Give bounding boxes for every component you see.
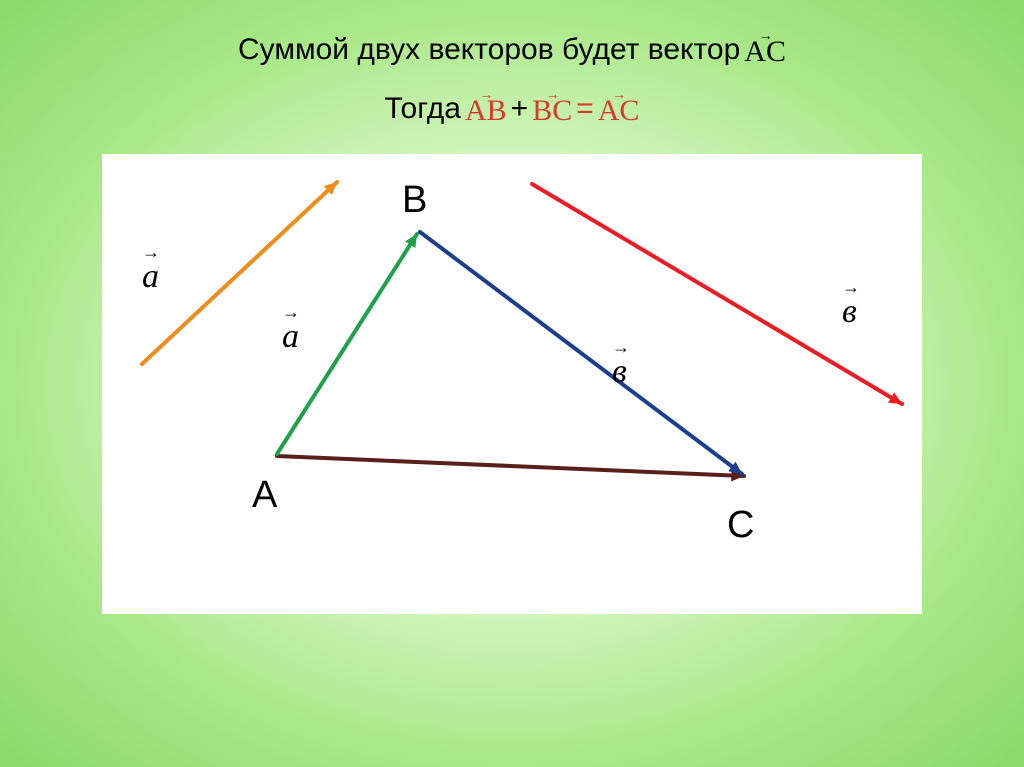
vector-ac-title: → AC bbox=[744, 32, 786, 67]
diagram-svg bbox=[102, 154, 922, 614]
vector-bc: → BC bbox=[532, 91, 572, 126]
label-a-left: →a bbox=[142, 249, 160, 296]
point-label-b: B bbox=[402, 179, 427, 222]
vector-diagram: →a →a →в →в A B C bbox=[102, 154, 922, 614]
vector-ac-formula: → AC bbox=[598, 91, 640, 126]
vector-ac2-symbol: AC bbox=[598, 96, 640, 126]
title-text: Суммой двух векторов будет вектор bbox=[238, 33, 740, 67]
point-label-c: C bbox=[727, 504, 754, 547]
formula-line: Тогда → AB + → BC = → AC bbox=[385, 91, 640, 126]
label-a-mid: →a bbox=[282, 309, 300, 356]
label-v-mid: →в bbox=[612, 344, 630, 391]
equals-sign: = bbox=[576, 92, 594, 126]
vector-bc-symbol: BC bbox=[532, 96, 572, 126]
plus-sign: + bbox=[511, 92, 529, 126]
vector-ac-symbol: AC bbox=[744, 37, 786, 67]
word-then: Тогда bbox=[385, 92, 461, 126]
point-label-a: A bbox=[252, 474, 277, 517]
vector-ab: → AB bbox=[465, 91, 507, 126]
label-v-right: →в bbox=[842, 284, 860, 331]
title-line: Суммой двух векторов будет вектор → AC bbox=[238, 32, 786, 67]
vector-ab-symbol: AB bbox=[465, 96, 507, 126]
